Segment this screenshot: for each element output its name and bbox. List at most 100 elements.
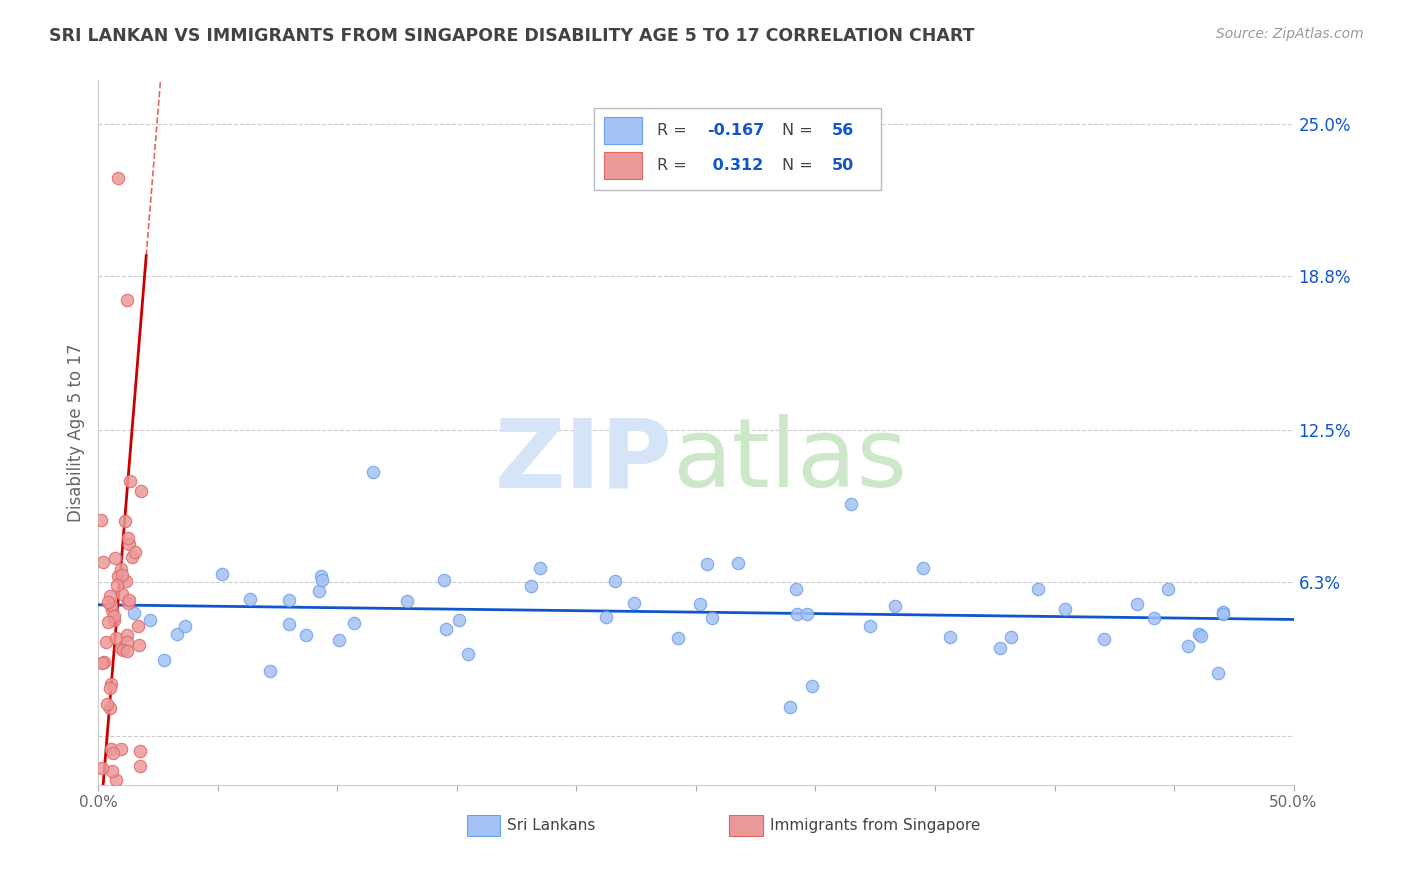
Point	[859, 619, 882, 633]
Text: Source: ZipAtlas.com: Source: ZipAtlas.com	[1216, 27, 1364, 41]
Point	[519, 579, 541, 593]
Text: atlas: atlas	[672, 414, 907, 508]
FancyBboxPatch shape	[467, 814, 501, 836]
Point	[124, 545, 146, 559]
Point	[696, 557, 718, 571]
Point	[127, 619, 149, 633]
Point	[785, 582, 807, 597]
Point	[801, 679, 824, 693]
Point	[121, 550, 143, 565]
Point	[1157, 582, 1180, 596]
Point	[129, 743, 152, 757]
Point	[396, 594, 419, 608]
Point	[97, 615, 120, 629]
Point	[434, 623, 457, 637]
Point	[1092, 632, 1115, 647]
Point	[98, 701, 121, 715]
Point	[91, 761, 114, 775]
Point	[91, 555, 114, 569]
Text: N =: N =	[782, 123, 818, 137]
Point	[1000, 630, 1022, 644]
Point	[1206, 665, 1229, 680]
Point	[96, 697, 118, 711]
Y-axis label: Disability Age 5 to 17: Disability Age 5 to 17	[66, 343, 84, 522]
Point	[107, 568, 129, 582]
Text: Sri Lankans: Sri Lankans	[508, 818, 596, 833]
FancyBboxPatch shape	[605, 153, 643, 179]
Point	[129, 483, 152, 498]
Point	[93, 655, 115, 669]
Point	[152, 653, 174, 667]
Point	[295, 627, 318, 641]
Point	[100, 589, 122, 603]
Point	[308, 583, 330, 598]
Point	[668, 631, 690, 645]
Point	[457, 648, 479, 662]
Point	[118, 592, 141, 607]
FancyBboxPatch shape	[595, 109, 882, 189]
Point	[122, 606, 145, 620]
Point	[259, 665, 281, 679]
FancyBboxPatch shape	[730, 814, 763, 836]
Text: 50: 50	[832, 158, 855, 173]
Point	[115, 628, 138, 642]
Point	[884, 599, 907, 614]
Point	[343, 615, 366, 630]
Point	[110, 640, 132, 655]
Point	[101, 603, 124, 617]
Point	[91, 656, 114, 670]
Point	[115, 643, 138, 657]
Point	[1177, 639, 1199, 653]
Point	[595, 610, 617, 624]
Point	[101, 746, 124, 760]
Point	[1189, 629, 1212, 643]
Point	[120, 474, 142, 488]
Text: SRI LANKAN VS IMMIGRANTS FROM SINGAPORE DISABILITY AGE 5 TO 17 CORRELATION CHART: SRI LANKAN VS IMMIGRANTS FROM SINGAPORE …	[49, 27, 974, 45]
Point	[1126, 597, 1149, 611]
Point	[110, 742, 132, 756]
Point	[328, 633, 350, 648]
Point	[110, 561, 132, 575]
Point	[104, 772, 127, 787]
Point	[128, 638, 150, 652]
Point	[211, 567, 233, 582]
Point	[103, 614, 125, 628]
Point	[796, 607, 818, 622]
Point	[433, 573, 456, 587]
Text: Immigrants from Singapore: Immigrants from Singapore	[770, 818, 980, 833]
Point	[239, 591, 262, 606]
Point	[841, 497, 863, 511]
Text: R =: R =	[657, 158, 692, 173]
Point	[114, 574, 136, 589]
Point	[623, 596, 645, 610]
Text: ZIP: ZIP	[494, 414, 672, 508]
Point	[779, 700, 801, 714]
Point	[98, 681, 121, 695]
Point	[363, 465, 385, 479]
Text: -0.167: -0.167	[707, 123, 763, 137]
Point	[1212, 606, 1234, 620]
Point	[110, 567, 132, 582]
Point	[103, 551, 125, 566]
Point	[129, 759, 152, 773]
Point	[117, 596, 139, 610]
Point	[100, 598, 122, 612]
Point	[166, 627, 188, 641]
Point	[100, 677, 122, 691]
Point	[118, 537, 141, 551]
Point	[529, 560, 551, 574]
Point	[114, 514, 136, 528]
Point	[97, 595, 120, 609]
Point	[115, 293, 138, 308]
FancyBboxPatch shape	[605, 117, 643, 144]
Point	[702, 610, 724, 624]
Point	[278, 617, 301, 632]
Point	[309, 569, 332, 583]
Point	[939, 630, 962, 644]
Text: 56: 56	[832, 123, 855, 137]
Point	[174, 618, 197, 632]
Point	[689, 597, 711, 611]
Point	[90, 513, 112, 527]
Point	[94, 635, 117, 649]
Point	[911, 561, 934, 575]
